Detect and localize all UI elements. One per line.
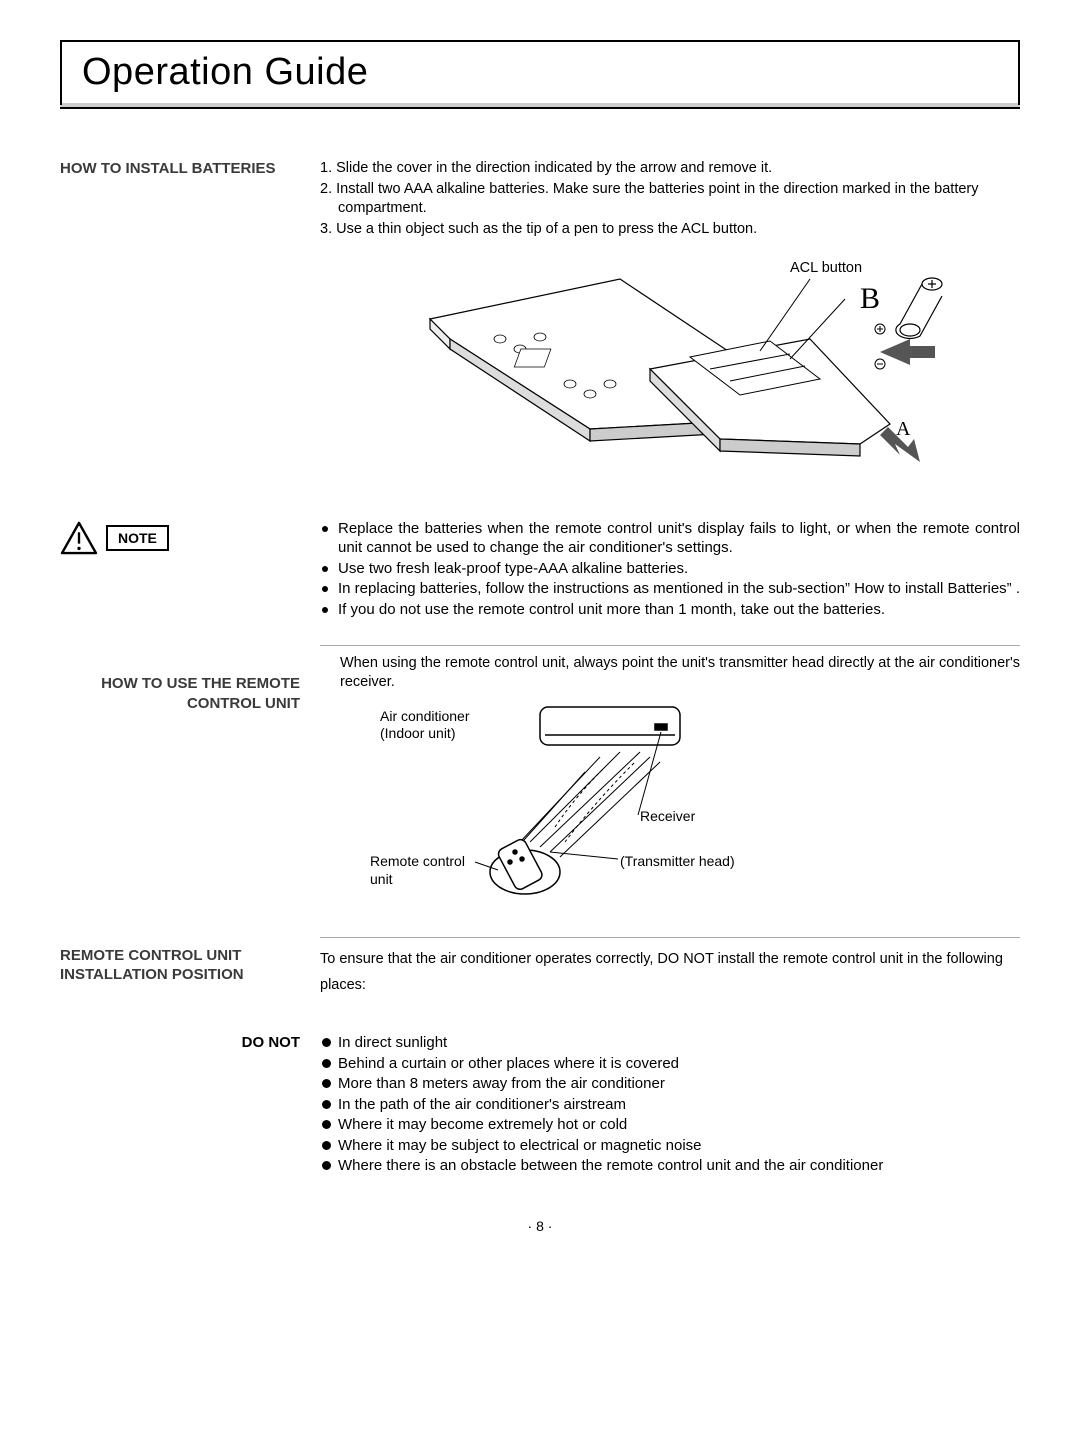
donot-list: In direct sunlight Behind a curtain or o… (320, 1033, 1020, 1176)
note-item: Replace the batteries when the remote co… (320, 519, 1020, 558)
heading-install-1: REMOTE CONTROL UNIT (60, 946, 300, 966)
donot-item: In direct sunlight (320, 1033, 1020, 1053)
heading-use-remote-1: HOW TO USE THE REMOTE (60, 674, 300, 694)
section-batteries: HOW TO INSTALL BATTERIES 1. Slide the co… (60, 159, 1020, 498)
section-donot: DO NOT In direct sunlight Behind a curta… (60, 1033, 1020, 1177)
heading-use-remote-2: CONTROL UNIT (60, 694, 300, 714)
diagram-label-b: B (860, 279, 880, 318)
title-box: Operation Guide (60, 40, 1020, 105)
step: 3. Use a thin object such as the tip of … (320, 220, 1020, 239)
use-remote-intro: When using the remote control unit, alwa… (320, 654, 1020, 692)
heading-install-2: INSTALLATION POSITION (60, 965, 300, 985)
step: 1. Slide the cover in the direction indi… (320, 159, 1020, 178)
warning-icon (60, 521, 98, 555)
note-list: Replace the batteries when the remote co… (320, 519, 1020, 620)
donot-item: Where it may be subject to electrical or… (320, 1136, 1020, 1156)
note-item: If you do not use the remote control uni… (320, 600, 1020, 620)
donot-item: More than 8 meters away from the air con… (320, 1074, 1020, 1094)
separator (320, 645, 1020, 646)
donot-item: Where there is an obstacle between the r… (320, 1156, 1020, 1176)
use-remote-svg (340, 702, 740, 912)
note-section: NOTE Replace the batteries when the remo… (60, 519, 1020, 621)
page-number-value: 8 (536, 1218, 544, 1234)
page-title: Operation Guide (82, 48, 978, 97)
separator (320, 937, 1020, 938)
battery-steps: 1. Slide the cover in the direction indi… (320, 159, 1020, 238)
battery-diagram: ACL button (320, 259, 1020, 489)
title-bar: Operation Guide (60, 40, 1020, 109)
install-intro: To ensure that the air conditioner opera… (320, 946, 1020, 998)
page-number: · 8 · (60, 1217, 1020, 1235)
note-item: In replacing batteries, follow the instr… (320, 579, 1020, 599)
step: 2. Install two AAA alkaline batteries. M… (320, 180, 1020, 218)
note-item: Use two fresh leak-proof type-AAA alkali… (320, 559, 1020, 579)
use-remote-diagram: Air conditioner (Indoor unit) Receiver (… (340, 702, 1020, 912)
heading-batteries: HOW TO INSTALL BATTERIES (60, 159, 300, 179)
donot-item: In the path of the air conditioner's air… (320, 1095, 1020, 1115)
section-use-remote: HOW TO USE THE REMOTE CONTROL UNIT When … (60, 654, 1020, 912)
donot-label: DO NOT (60, 1033, 300, 1053)
diagram-label-a: A (896, 416, 910, 442)
donot-item: Behind a curtain or other places where i… (320, 1054, 1020, 1074)
section-install-position: REMOTE CONTROL UNIT INSTALLATION POSITIO… (60, 946, 1020, 1013)
donot-item: Where it may become extremely hot or col… (320, 1115, 1020, 1135)
note-label: NOTE (106, 525, 169, 551)
